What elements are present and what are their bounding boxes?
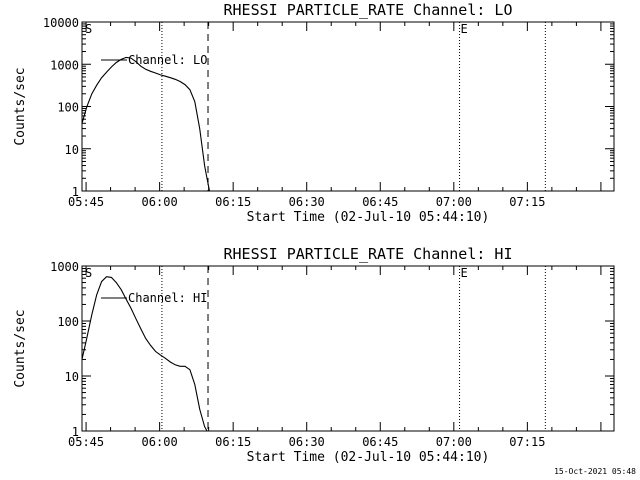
y-tick-label: 100: [57, 315, 79, 329]
legend-label: Channel: HI: [128, 291, 207, 305]
y-tick-label: 1: [72, 185, 79, 199]
x-tick-label: 06:45: [362, 195, 398, 209]
x-tick-label: 05:45: [68, 435, 104, 449]
x-tick-label: 07:15: [509, 195, 545, 209]
x-tick-label: 07:15: [509, 435, 545, 449]
y-axis-label: Counts/sec: [13, 309, 28, 387]
x-tick-label: 06:15: [215, 435, 251, 449]
x-tick-label: 06:00: [142, 195, 178, 209]
series-line-channel-lo: [81, 56, 211, 192]
x-tick-label: 06:30: [289, 195, 325, 209]
hi-channel-panel: RHESSI PARTICLE_RATE Channel: HI10001001…: [13, 245, 615, 465]
start-marker-label: S: [85, 266, 92, 280]
y-axis-ticks: 1000 100 10 1: [50, 260, 614, 439]
y-tick-label: 1000: [50, 58, 79, 72]
x-axis-label: Start Time (02-Jul-10 05:44:10): [247, 450, 490, 465]
end-marker-label: E: [461, 22, 468, 36]
start-marker-label: S: [85, 22, 92, 36]
y-tick-label: 100: [57, 101, 79, 115]
y-tick-label: 1000: [50, 260, 79, 274]
x-axis-ticks: 05:45 06:00 06:15 06:30 06:45 07:00 07:15: [68, 22, 602, 209]
legend-label: Channel: LO: [128, 53, 207, 67]
series-line-channel-hi: [81, 276, 208, 432]
y-axis-label: Counts/sec: [13, 67, 28, 145]
lo-channel-panel: RHESSI PARTICLE_RATE Channel: LO10000100…: [13, 1, 615, 225]
x-tick-label: 06:15: [215, 195, 251, 209]
y-axis-ticks: 10000 1000 100 10 1: [43, 16, 614, 199]
chart-title: RHESSI PARTICLE_RATE Channel: HI: [224, 245, 513, 263]
y-tick-label: 10: [65, 370, 79, 384]
plot-frame: [81, 265, 615, 432]
x-axis-ticks: 05:45 06:00 06:15 06:30 06:45 07:00 07:15: [68, 266, 602, 449]
x-tick-label: 07:00: [436, 435, 472, 449]
x-tick-label: 05:45: [68, 195, 104, 209]
x-tick-label: 06:00: [142, 435, 178, 449]
end-marker-label: E: [461, 266, 468, 280]
chart-title: RHESSI PARTICLE_RATE Channel: LO: [224, 1, 513, 19]
generation-timestamp: 15-Oct-2021 05:48: [554, 467, 636, 476]
x-tick-label: 07:00: [436, 195, 472, 209]
x-tick-label: 06:45: [362, 435, 398, 449]
x-axis-label: Start Time (02-Jul-10 05:44:10): [247, 210, 490, 225]
y-tick-label: 10: [65, 143, 79, 157]
y-tick-label: 10000: [43, 16, 79, 30]
y-tick-label: 1: [72, 425, 79, 439]
x-tick-label: 06:30: [289, 435, 325, 449]
